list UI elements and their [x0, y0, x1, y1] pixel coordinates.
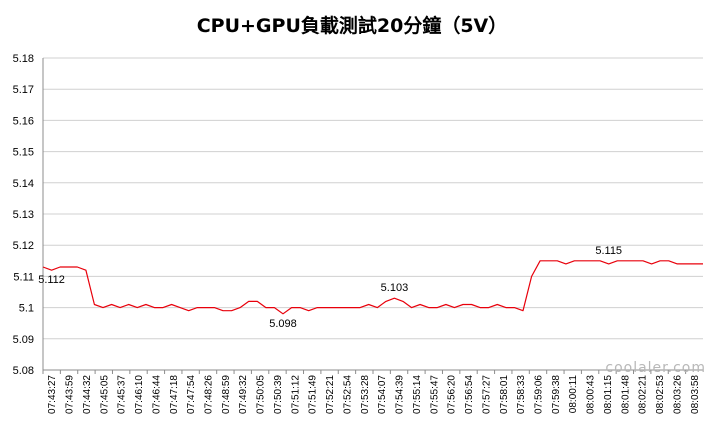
x-tick-label: 07:58:01 [499, 375, 510, 414]
x-tick-label: 07:44:32 [82, 375, 93, 414]
x-tick-label: 07:50:05 [256, 375, 267, 414]
x-tick-label: 07:48:26 [204, 375, 215, 414]
x-tick-label: 07:56:20 [447, 375, 458, 414]
x-axis-ticks: 07:43:27 07:43:59 07:44:32 07:45:05 07:45:37… [42, 370, 701, 414]
x-tick-label: 07:51:12 [290, 375, 301, 414]
x-tick-label: 07:55:14 [412, 375, 423, 414]
x-tick-label: 08:00:43 [586, 375, 597, 414]
y-tick-label: 5.14 [13, 178, 34, 190]
data-label: 5.098 [269, 318, 297, 330]
y-tick-label: 5.15 [13, 147, 34, 159]
x-tick-label: 07:52:21 [325, 375, 336, 414]
x-tick-label: 07:45:05 [99, 375, 110, 414]
series-line [42, 260, 703, 315]
y-tick-label: 5.1 [19, 303, 34, 315]
x-tick-label: 07:59:06 [534, 375, 545, 414]
x-tick-label: 08:01:15 [603, 375, 614, 414]
data-labels: 5.112 5.098 5.103 5.115 [38, 245, 622, 330]
x-tick-label: 07:55:47 [429, 375, 440, 414]
x-tick-label: 07:54:07 [377, 375, 388, 414]
y-tick-label: 5.12 [13, 240, 34, 252]
x-tick-label: 08:02:21 [638, 375, 649, 414]
y-axis-ticks: 5.08 5.09 5.1 5.11 5.12 5.13 5.14 5.15 5.16 5.17 5… [13, 53, 34, 377]
x-tick-label: 07:46:44 [151, 375, 162, 414]
x-tick-label: 07:56:54 [464, 375, 475, 414]
y-tick-label: 5.18 [13, 53, 34, 65]
x-tick-label: 07:50:39 [273, 375, 284, 414]
x-tick-label: 07:51:49 [308, 375, 319, 414]
y-tick-label: 5.09 [13, 334, 34, 346]
x-tick-label: 07:52:54 [342, 375, 353, 414]
x-tick-label: 07:43:59 [65, 375, 76, 414]
x-tick-label: 08:03:26 [672, 375, 683, 414]
x-tick-label: 07:48:59 [221, 375, 232, 414]
x-tick-label: 07:53:28 [360, 375, 371, 414]
x-tick-label: 08:02:53 [655, 375, 666, 414]
y-tick-label: 5.17 [13, 84, 34, 96]
data-label: 5.112 [38, 274, 65, 286]
y-tick-label: 5.11 [13, 271, 34, 283]
chart-title: CPU+GPU負載測試20分鐘（5V） [197, 14, 508, 37]
y-tick-label: 5.13 [13, 209, 34, 221]
x-tick-label: 07:46:10 [134, 375, 145, 414]
y-tick-label: 5.08 [13, 365, 34, 377]
x-tick-label: 07:59:38 [551, 375, 562, 414]
x-tick-label: 08:00:11 [568, 375, 579, 414]
grid-lines [43, 57, 703, 371]
data-label: 5.103 [381, 282, 409, 294]
x-tick-label: 08:03:58 [690, 375, 701, 414]
y-tick-label: 5.16 [13, 115, 34, 127]
x-tick-label: 07:58:33 [516, 375, 527, 414]
x-tick-label: 07:49:32 [238, 375, 249, 414]
x-tick-label: 07:47:18 [169, 375, 180, 414]
x-tick-label: 08:01:48 [620, 375, 631, 414]
watermark: coolaler.com [605, 360, 706, 376]
x-tick-label: 07:57:27 [481, 375, 492, 414]
x-tick-label: 07:54:39 [395, 375, 406, 414]
x-tick-label: 07:43:27 [47, 375, 58, 414]
x-tick-label: 07:47:54 [186, 375, 197, 414]
x-tick-label: 07:45:37 [117, 375, 128, 414]
series-layer [42, 260, 703, 315]
data-label: 5.115 [595, 245, 622, 257]
